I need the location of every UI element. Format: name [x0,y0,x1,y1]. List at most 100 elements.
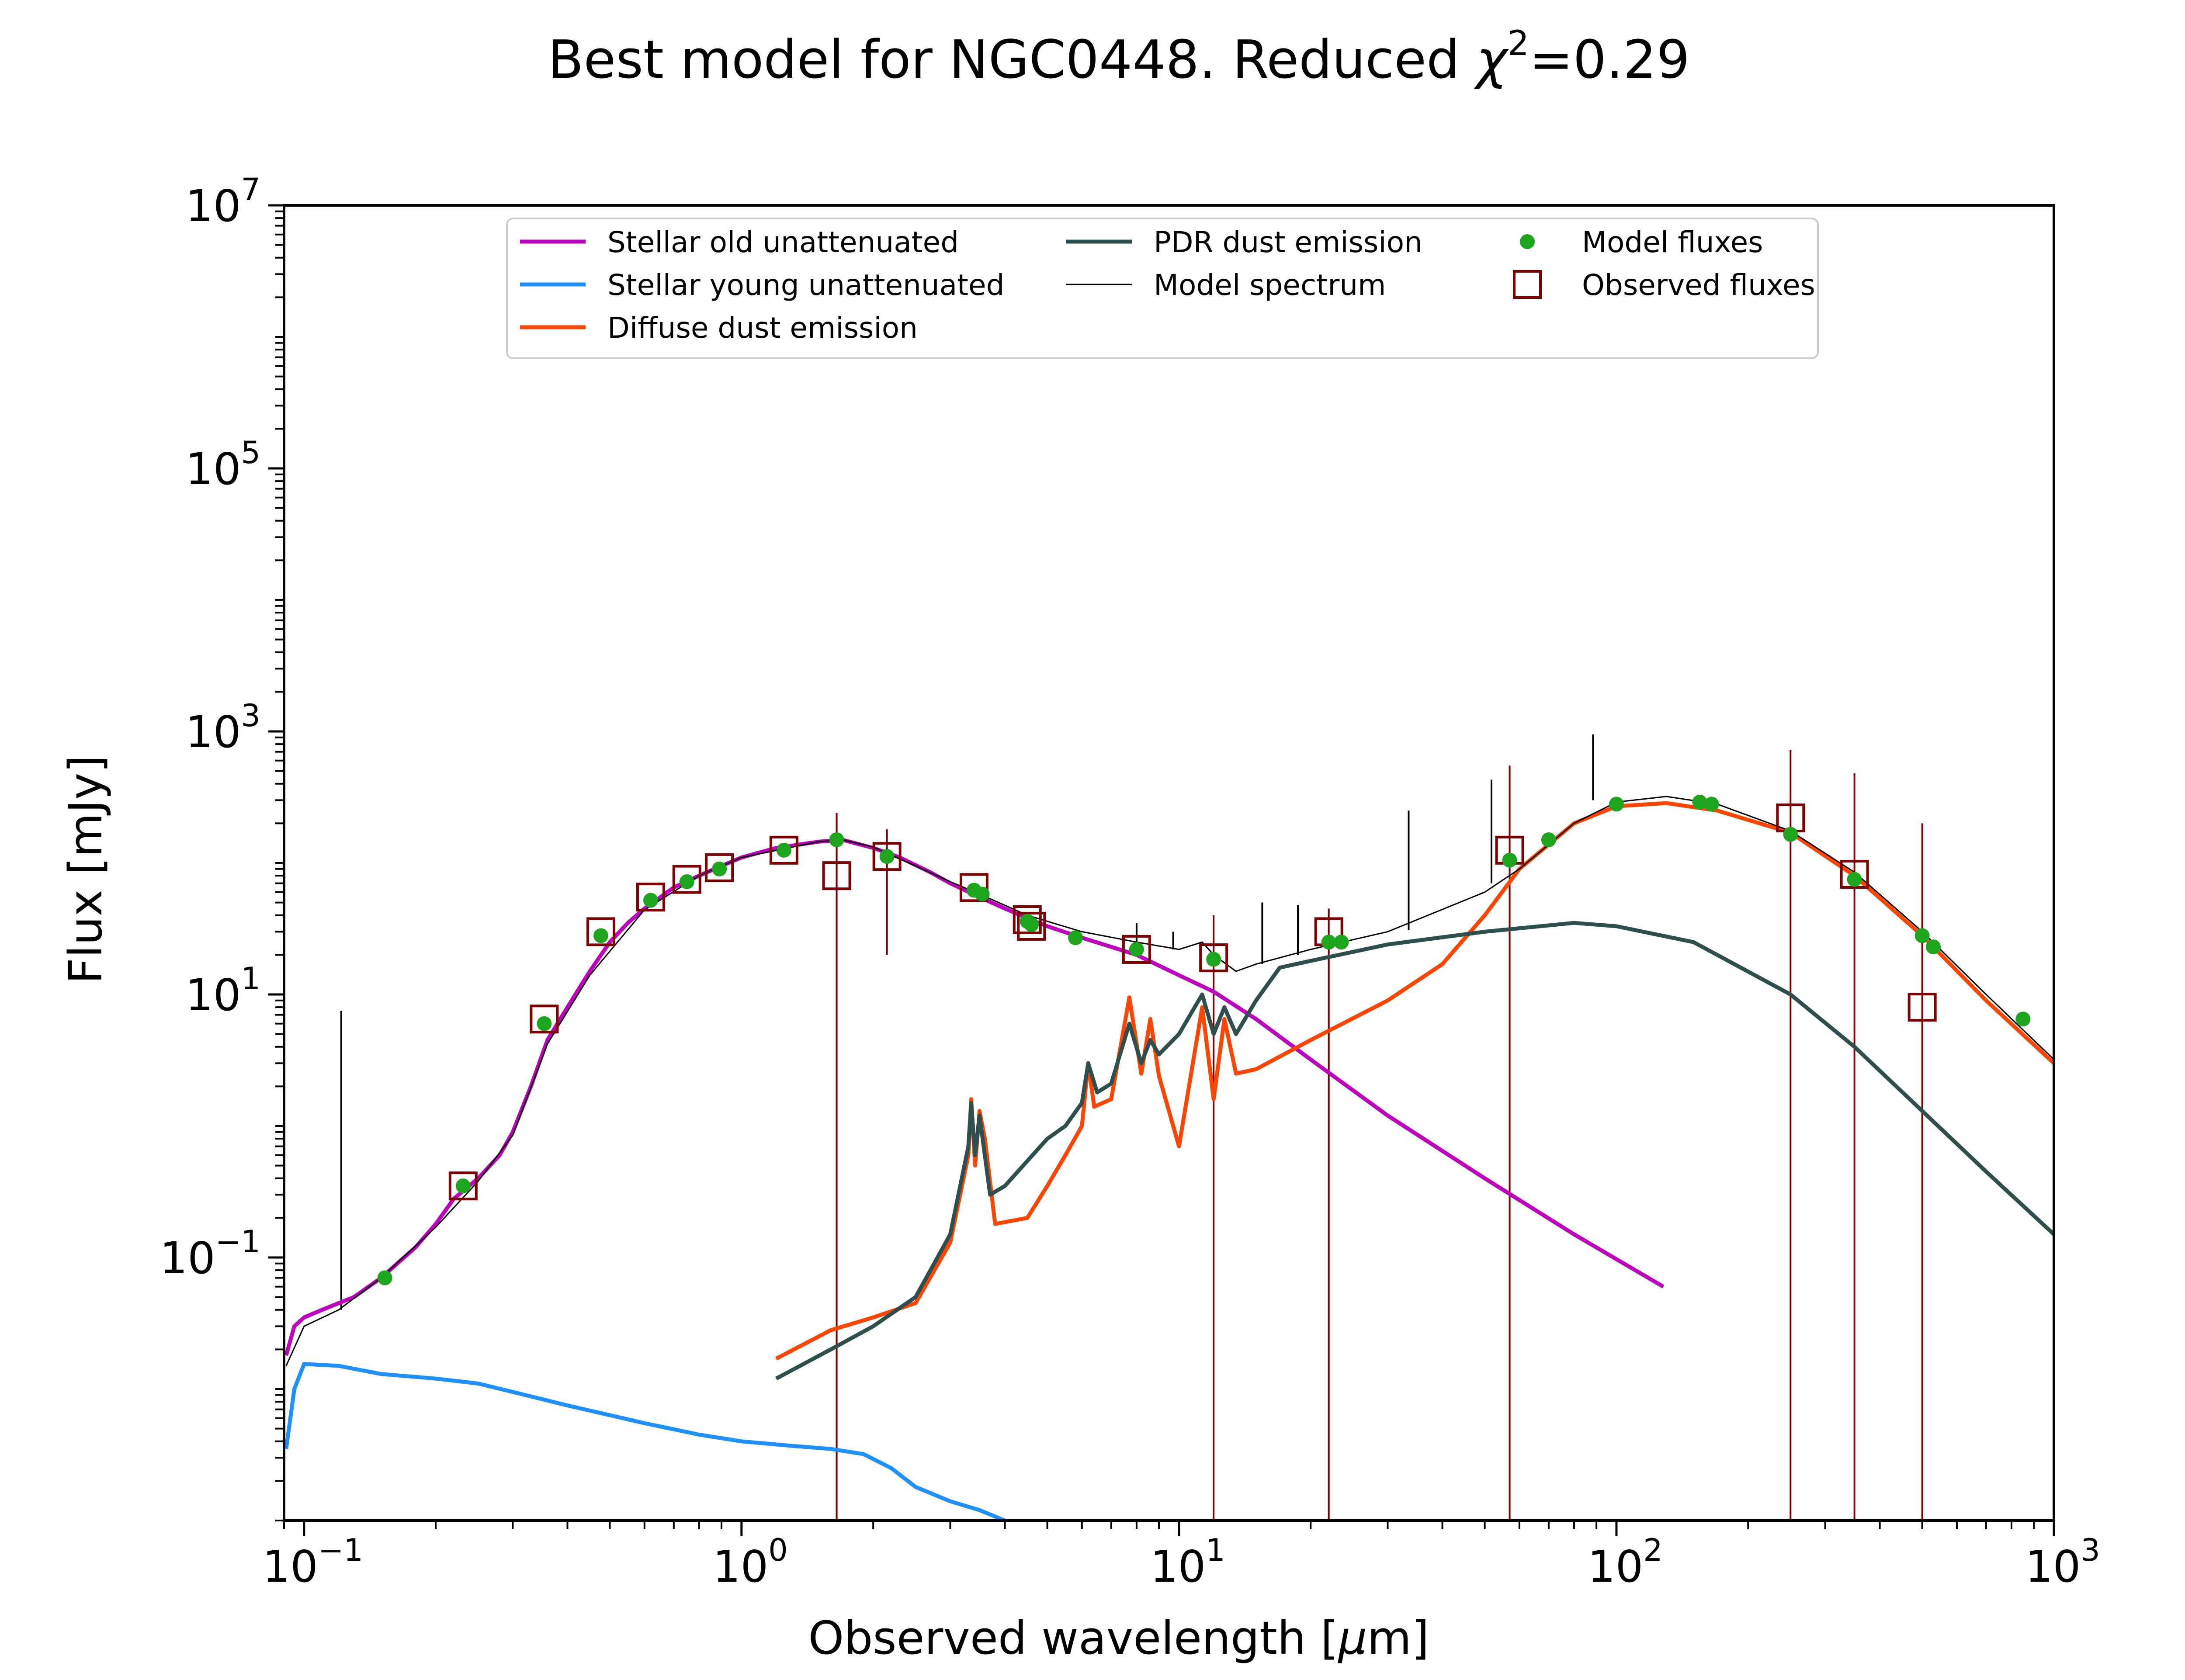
observed-flux-marker [959,873,988,902]
chart-title-value: =0.29 [1529,30,1690,90]
tick-label-exponent: 0 [768,1532,788,1568]
x-tick-label: 10−1 [263,1532,363,1592]
y-tick-label: 107 [185,172,260,232]
tick-label-exponent: 5 [241,435,260,471]
model-flux-point [643,893,659,908]
legend-box [506,218,1819,359]
model-flux-point [1692,794,1707,810]
observed-flux-marker [636,883,666,912]
model-flux-point [1068,930,1083,946]
x-axis-label: Observed wavelength [μm] [808,1611,1429,1665]
legend-label: Stellar young unattenuated [607,268,1005,302]
y-tick-label: 103 [185,698,260,758]
observed-flux-marker [586,917,616,946]
x-tick-label: 102 [1588,1532,1663,1592]
observed-flux-marker [448,1171,478,1201]
legend-item-stellar-old-unattenuated: Stellar old unattenuated [520,225,959,259]
model-flux-point [1024,917,1039,932]
tick-label-base: 10 [1150,1541,1206,1592]
legend-label: Stellar old unattenuated [607,225,959,259]
legend-item-observed-fluxes: Observed fluxes [1513,268,1815,302]
model-flux-point [1609,797,1624,812]
model-flux-point [879,849,895,864]
tick-label-base: 10 [185,443,241,495]
model-flux-point [537,1016,552,1031]
tick-label-exponent: 3 [2081,1532,2100,1568]
tick-label-base: 10 [263,1541,318,1592]
observed-flux-marker [672,865,701,894]
y-tick-label: 105 [185,435,260,495]
series-pdr-dust-emission [775,921,2054,1381]
y-axis-label: Flux [mJy] [59,755,112,984]
observed-flux-marker [769,835,798,865]
chart-title-sup: 2 [1507,24,1529,63]
model-flux-point [1925,939,1941,955]
model-flux-point [455,1178,471,1194]
observed-flux-marker [1013,905,1042,934]
model-flux-point [1783,827,1798,842]
series-stellar-young-unattenuated [284,1362,1006,1521]
tick-label-exponent: 1 [1206,1532,1225,1568]
model-flux-point [1334,935,1349,950]
x-axis-label-mu: μ [1337,1611,1367,1665]
legend-item-stellar-young-unattenuated: Stellar young unattenuated [520,268,1005,302]
model-flux-point [1847,872,1862,887]
tick-label-exponent: 2 [1643,1532,1663,1568]
model-flux-point [377,1270,392,1285]
model-flux-point [1704,797,1719,812]
model-flux-point [712,861,727,876]
observed-flux-marker [822,861,851,890]
x-axis-label-main: Observed wavelength [ [808,1611,1339,1665]
observed-flux-marker [705,853,734,882]
model-flux-point [1206,952,1221,967]
legend-label: Diffuse dust emission [607,311,918,345]
observed-flux-marker [1908,993,1937,1022]
legend-label: Model spectrum [1154,268,1386,302]
plot-layer [284,734,2054,1521]
tick-label-base: 10 [2025,1541,2081,1592]
tick-label-base: 10 [1588,1541,1643,1592]
model-flux-point [2015,1011,2031,1027]
observed-flux-marker [1122,935,1151,964]
legend-label: PDR dust emission [1154,225,1422,259]
tick-label-base: 10 [185,180,241,232]
model-flux-point [776,842,791,858]
chart-title: Best model for NGC0448. Reduced χ2=0.29 [548,24,1690,90]
chart-title-chi: χ [1474,30,1509,90]
legend-item-model-spectrum: Model spectrum [1066,268,1386,302]
tick-label-exponent: 3 [241,698,260,734]
model-flux-point [679,874,694,889]
model-flux-point [1502,852,1517,868]
legend-label: Observed fluxes [1582,268,1815,302]
legend-label: Model fluxes [1582,225,1763,259]
tick-label-base: 10 [160,1233,215,1284]
chart-title-main: Best model for NGC0448. Reduced [548,30,1476,90]
model-flux-point [1321,935,1336,950]
tick-label-exponent: 7 [241,172,260,208]
y-tick-label: 101 [185,961,260,1021]
tick-label-exponent: −1 [215,1224,260,1260]
model-flux-point [975,887,990,902]
tick-label-base: 10 [185,970,241,1021]
observed-flux-marker [1199,943,1228,973]
legend-swatch-dot [1520,234,1535,249]
tick-label-exponent: 1 [241,961,260,997]
series-model-spectrum [285,796,2054,1366]
x-tick-label: 100 [713,1532,788,1592]
model-flux-point [593,928,609,943]
legend-swatch-square [1513,270,1542,299]
model-flux-point [1914,928,1930,943]
model-flux-point [1129,942,1144,957]
tick-label-base: 10 [713,1541,768,1592]
tick-label-base: 10 [185,707,241,758]
y-tick-label: 10−1 [160,1224,260,1284]
x-axis-label-end: m] [1367,1611,1429,1665]
legend-item-model-fluxes: Model fluxes [1520,225,1763,259]
x-tick-label: 103 [2025,1532,2100,1592]
model-flux-point [829,832,844,847]
model-flux-point [1541,832,1556,847]
observed-flux-marker [1840,859,1869,889]
